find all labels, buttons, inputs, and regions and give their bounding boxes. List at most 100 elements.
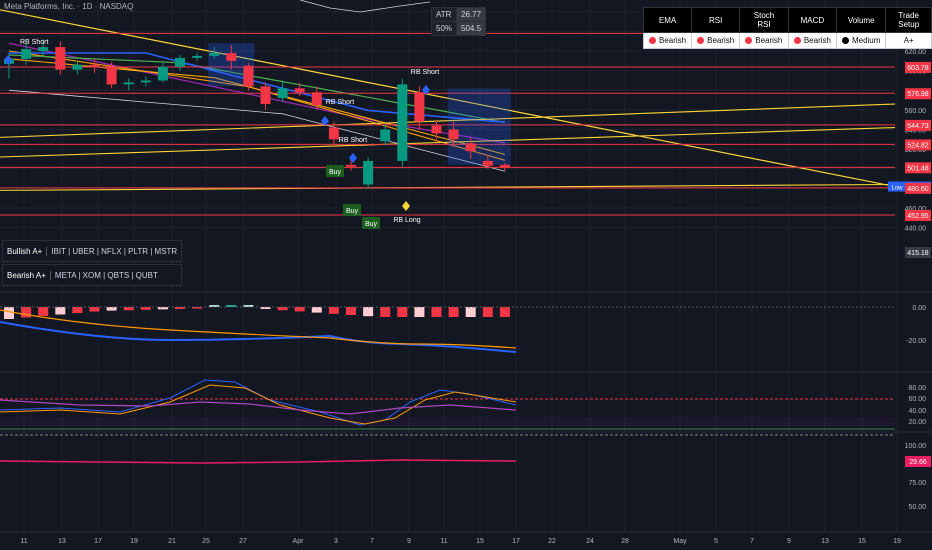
pane-separators (0, 291, 932, 433)
candle-body (123, 82, 134, 85)
macd-histogram-bar (260, 307, 271, 309)
rsi-line (0, 459, 517, 464)
rb-label: RB Short (20, 39, 48, 46)
time-tick-label: 9 (407, 538, 411, 545)
candle-body (226, 52, 237, 61)
price-label-box (905, 247, 931, 259)
signal-dot-icon (793, 37, 801, 44)
macd-histogram-bar (243, 305, 254, 307)
buy-label-box (343, 204, 361, 216)
macd-histogram-bar (431, 307, 442, 317)
macd-histogram-bar (363, 307, 374, 317)
pct-label: 50% (430, 21, 458, 36)
price-label-box (905, 139, 931, 151)
price-tick-label: 440.00 (905, 226, 927, 233)
macd-histogram-bar (311, 307, 322, 313)
macd-histogram-bar (465, 307, 476, 317)
watchlists: Bullish A+ IBIT | UBER | NFLX | PLTR | M… (2, 240, 183, 286)
trendline-up-1 (0, 103, 896, 138)
macd-tick-label: -20.00 (906, 338, 926, 345)
time-tick-label: 11 (20, 538, 27, 545)
macd-histogram-bar (38, 307, 49, 316)
macd-histogram-bar (294, 307, 305, 312)
signal-value-4: Medium (835, 32, 887, 49)
macd-histogram-bar (328, 307, 339, 314)
price-tag-label: Low (891, 186, 903, 192)
candle-body (346, 164, 356, 167)
price-tick-label: 560.00 (905, 108, 927, 115)
atr-value: 26.77 (456, 7, 487, 22)
signal-value-1: Bearish (691, 32, 741, 49)
price-tag-box (888, 181, 906, 192)
signal-line (0, 309, 517, 349)
signal-header-3: MACD (787, 7, 837, 33)
atr-box: ATR 26.77 50% 504.5 (430, 7, 487, 36)
trendline-up-2 (0, 127, 896, 158)
candle-body (328, 127, 339, 140)
time-tick-label: 22 (548, 538, 556, 545)
price-label: 524.82 (907, 142, 929, 149)
bullish-tickers[interactable]: IBIT | UBER | NFLX | PLTR | MSTR (51, 246, 178, 256)
price-label-box (905, 182, 931, 194)
ma-purple-line (8, 42, 506, 144)
time-tick-label: 28 (621, 538, 629, 545)
candle-body (397, 84, 408, 161)
time-tick-label: 15 (858, 538, 866, 545)
macd-histogram-bar (397, 307, 408, 317)
signal-dot-icon (649, 37, 656, 44)
diamond-icon (321, 116, 329, 126)
range-boxes (208, 43, 511, 165)
trendline-down (0, 9, 896, 188)
buy-label: Buy (365, 221, 378, 228)
time-tick-label: 17 (512, 538, 520, 545)
time-tick-label: Apr (293, 538, 305, 545)
macd-histogram-bar (448, 307, 459, 317)
macd-histogram-bar (346, 307, 356, 315)
price-label: 452.95 (907, 213, 929, 220)
stoch-band (0, 417, 895, 426)
stoch-d-line (0, 384, 517, 425)
signal-annotations: RB Short RB Short RB Short RB Short RB Long B… (4, 39, 439, 229)
time-tick-label: May (673, 538, 687, 545)
stoch-tick-label: 40.00 (908, 408, 926, 415)
stoch-tick-label: 60.00 (908, 396, 926, 403)
time-tick-label: 17 (94, 538, 102, 545)
macd-histogram-bar (21, 307, 32, 318)
price-label-box (905, 88, 931, 100)
time-axis[interactable]: 11 13 17 19 21 25 27 Apr 3 7 9 11 15 17 22 24 28 May 5 7 9 13… (0, 531, 932, 545)
candle-body (431, 125, 442, 134)
candle-body (380, 129, 391, 142)
bearish-tickers[interactable]: META | XOM | QBTS | QUBT (54, 270, 158, 280)
price-label: 576.98 (907, 91, 929, 98)
price-tick-label: 520.00 (905, 147, 927, 154)
signal-dot-icon (841, 37, 849, 44)
macd-histogram-bar (89, 307, 100, 312)
diamond-icon (402, 201, 410, 211)
candle-body (209, 52, 220, 56)
macd-tick-label: 0.00 (912, 305, 926, 312)
macd-histogram-bar (482, 307, 493, 317)
stoch-tick-label: 80.00 (908, 385, 926, 392)
candle-body (465, 143, 476, 152)
price-label: 501.48 (907, 165, 929, 172)
diamond-icon (422, 85, 430, 95)
macd-histogram-bar (72, 307, 83, 313)
signal-header-2: Stoch RSI (739, 7, 789, 33)
signal-header-1: RSI (691, 7, 741, 33)
rsi-tick-label: 100.00 (905, 443, 927, 450)
candle-body (21, 49, 32, 59)
macd-pane (0, 305, 895, 353)
atr-label: ATR (430, 7, 458, 22)
macd-histogram-bar (499, 307, 510, 317)
rsi-tick-label: 50.00 (908, 504, 926, 511)
candle-body (89, 64, 100, 67)
macd-histogram-bar (192, 307, 203, 309)
signal-header-0: EMA (642, 7, 693, 33)
candle-body (482, 160, 493, 166)
signal-header-4: Volume (835, 7, 887, 33)
price-label-box (905, 119, 931, 131)
price-axis[interactable]: 660.00640.00620.00600.00580.00560.00540.… (888, 10, 931, 511)
candle-body (243, 65, 254, 87)
bullish-row: Bullish A+ IBIT | UBER | NFLX | PLTR | M… (2, 240, 183, 262)
rsi-tick-label: 75.00 (908, 480, 926, 487)
